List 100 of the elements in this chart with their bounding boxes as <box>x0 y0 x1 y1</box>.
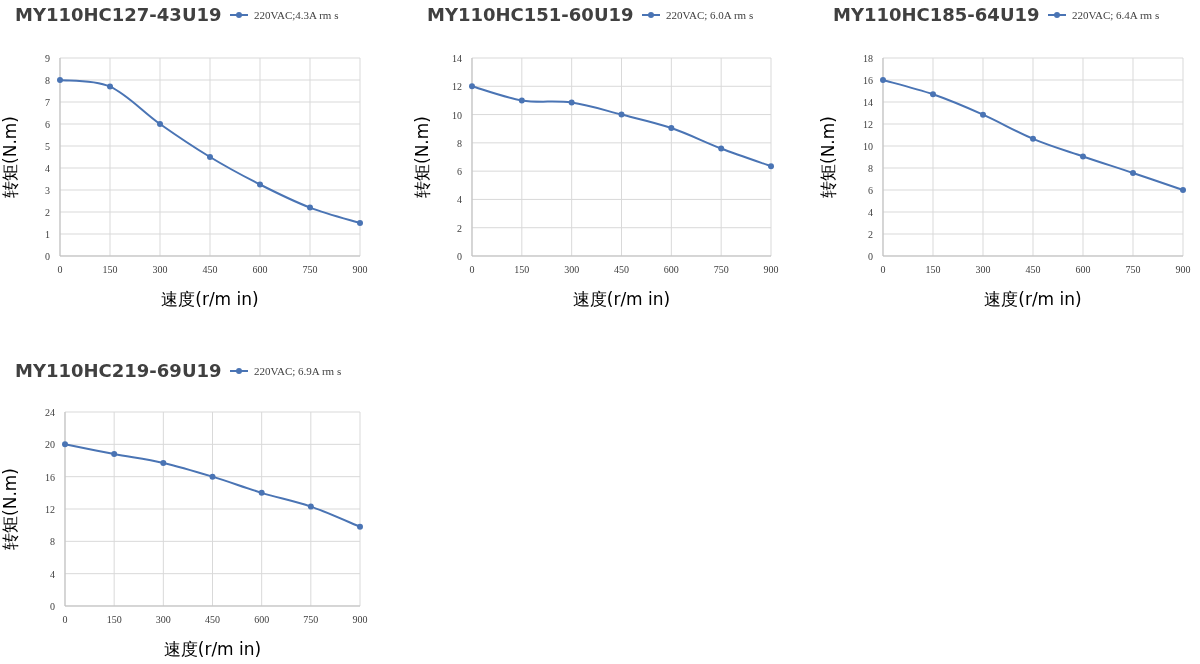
legend: 220VAC; 6.9A rm s <box>229 365 342 377</box>
point <box>157 121 163 127</box>
point <box>258 489 265 496</box>
point <box>1180 187 1186 193</box>
point <box>1130 169 1136 176</box>
point <box>209 473 216 480</box>
y-tick-label: 3 <box>45 185 50 196</box>
point <box>107 83 113 90</box>
y-tick-label: 8 <box>50 536 55 548</box>
y-tick-label: 8 <box>868 163 873 174</box>
x-tick-label: 750 <box>302 264 318 275</box>
y-axis-title: 转矩(N.m) <box>0 116 20 198</box>
x-tick-label: 450 <box>614 264 629 275</box>
x-tick-label: 750 <box>1125 264 1141 275</box>
x-tick-label: 300 <box>155 614 171 625</box>
y-tick-label: 4 <box>45 163 50 174</box>
legend: 220VAC;4.3A rm s <box>229 9 339 21</box>
y-tick-label: 8 <box>457 137 462 149</box>
y-axis-title: 转矩(N.m) <box>818 116 838 198</box>
x-tick-label: 150 <box>102 264 118 275</box>
y-tick-label: 1 <box>45 229 50 240</box>
y-tick-label: 10 <box>452 109 462 121</box>
y-axis-title: 转矩(N.m) <box>0 468 20 550</box>
y-tick-label: 9 <box>45 53 50 64</box>
x-tick-label: 900 <box>352 614 368 625</box>
y-tick-label: 16 <box>45 471 55 483</box>
point <box>930 91 936 98</box>
point <box>618 111 625 118</box>
x-tick-label: 900 <box>763 264 779 275</box>
point <box>357 523 363 530</box>
y-tick-label: 8 <box>45 75 50 86</box>
x-axis-title: 速度(r/m in) <box>984 289 1082 309</box>
chart-title: MY110HC219-69U19 <box>15 360 222 381</box>
y-tick-label: 16 <box>863 75 873 86</box>
legend-label: 220VAC;4.3A rm s <box>254 9 339 21</box>
point <box>57 77 63 83</box>
y-tick-label: 4 <box>50 568 55 580</box>
y-tick-label: 12 <box>45 504 55 515</box>
point <box>1080 153 1086 160</box>
y-tick-label: 10 <box>863 141 873 152</box>
x-tick-label: 0 <box>880 264 886 275</box>
point <box>880 77 886 83</box>
y-tick-label: 5 <box>45 141 50 152</box>
x-tick-label: 150 <box>514 264 530 275</box>
point <box>111 451 118 458</box>
y-tick-label: 14 <box>452 53 462 64</box>
x-tick-label: 150 <box>106 614 122 625</box>
x-tick-label: 750 <box>303 614 319 625</box>
legend-label: 220VAC; 6.0A rm s <box>666 9 754 21</box>
y-tick-label: 12 <box>863 119 873 130</box>
y-tick-label: 2 <box>868 229 873 240</box>
point <box>257 181 263 188</box>
point <box>1030 135 1036 142</box>
x-axis-title: 速度(r/m in) <box>163 639 262 659</box>
chart-title: MY110HC127-43U19 <box>15 4 222 25</box>
x-tick-label: 300 <box>564 264 580 275</box>
y-tick-label: 0 <box>50 601 55 612</box>
point <box>62 441 68 448</box>
x-tick-label: 600 <box>663 264 679 275</box>
point <box>980 111 986 118</box>
x-tick-label: 600 <box>1075 264 1091 275</box>
legend: 220VAC; 6.4A rm s <box>1047 9 1160 21</box>
y-axis-title: 转矩(N.m) <box>412 116 432 198</box>
y-tick-label: 7 <box>45 97 50 108</box>
x-tick-label: 0 <box>469 264 475 275</box>
x-tick-label: 600 <box>254 614 270 625</box>
y-tick-label: 4 <box>868 207 873 218</box>
point <box>518 97 525 104</box>
x-tick-label: 450 <box>202 264 218 275</box>
point <box>668 125 675 132</box>
y-tick-label: 0 <box>457 251 462 262</box>
x-tick-label: 300 <box>975 264 991 275</box>
y-tick-label: 6 <box>868 185 873 196</box>
point <box>568 99 575 106</box>
point <box>718 145 725 152</box>
legend: 220VAC; 6.0A rm s <box>641 9 754 21</box>
x-tick-label: 150 <box>925 264 941 275</box>
y-tick-label: 24 <box>45 407 55 418</box>
y-tick-label: 6 <box>45 119 50 130</box>
y-tick-label: 6 <box>457 166 462 178</box>
point <box>160 459 167 466</box>
x-tick-label: 750 <box>713 264 729 275</box>
x-tick-label: 900 <box>352 264 368 275</box>
legend-label: 220VAC; 6.9A rm s <box>254 365 342 377</box>
legend-label: 220VAC; 6.4A rm s <box>1072 9 1160 21</box>
x-tick-label: 300 <box>152 264 168 275</box>
x-axis-title: 速度(r/m in) <box>161 289 259 309</box>
y-tick-label: 12 <box>452 81 462 93</box>
y-tick-label: 2 <box>457 222 462 234</box>
point <box>469 83 475 90</box>
y-tick-label: 0 <box>868 251 873 262</box>
point <box>307 503 314 510</box>
point <box>207 154 213 160</box>
x-tick-label: 0 <box>57 264 63 275</box>
x-tick-label: 600 <box>252 264 268 275</box>
y-tick-label: 0 <box>45 251 50 262</box>
point <box>307 204 313 211</box>
y-tick-label: 4 <box>457 194 462 206</box>
x-tick-label: 0 <box>62 614 68 625</box>
x-tick-label: 900 <box>1175 264 1191 275</box>
